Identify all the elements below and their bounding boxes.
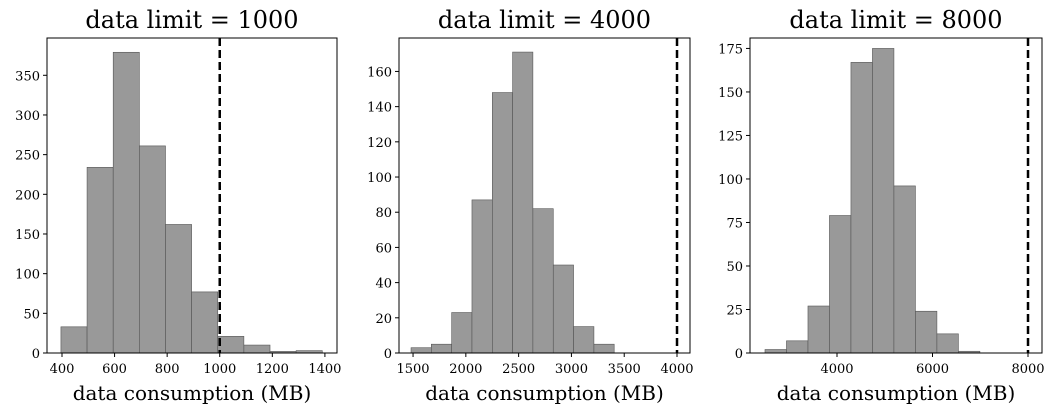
y-tick-label: 160 — [367, 65, 392, 80]
x-tick-label: 1500 — [396, 362, 429, 377]
y-tick-label: 100 — [367, 171, 392, 186]
axes-frame — [398, 37, 691, 354]
bar — [915, 310, 938, 354]
x-tick-label: 3500 — [608, 362, 641, 377]
x-axis-label: data consumption (MB) — [425, 381, 664, 405]
x-tick-label: 3000 — [555, 362, 588, 377]
y-tick-label: 50 — [726, 260, 743, 275]
bar — [492, 92, 513, 354]
x-tick-label: 2500 — [502, 362, 535, 377]
y-tick-label: 0 — [32, 347, 40, 362]
bar — [552, 264, 574, 354]
bar — [593, 343, 615, 354]
x-tick-label: 4000 — [820, 362, 853, 377]
bar — [191, 291, 219, 354]
y-tick-label: 40 — [375, 277, 392, 292]
y-tick-label: 50 — [23, 307, 40, 322]
y-tick-label: 250 — [15, 149, 40, 164]
bar — [850, 62, 873, 354]
y-tick-label: 0 — [384, 347, 392, 362]
y-tick-label: 140 — [367, 101, 392, 116]
y-tick-label: 80 — [375, 206, 392, 221]
bar — [893, 185, 916, 354]
bar — [165, 224, 192, 354]
x-tick-label: 600 — [102, 362, 127, 377]
chart-title: data limit = 1000 — [85, 6, 298, 34]
x-tick-label: 400 — [50, 362, 75, 377]
y-tick-label: 350 — [15, 69, 40, 84]
x-tick-label: 1000 — [203, 362, 236, 377]
y-tick-label: 0 — [735, 347, 743, 362]
x-tick-label: 2000 — [449, 362, 482, 377]
chart-title: data limit = 4000 — [438, 6, 651, 34]
bar — [410, 347, 432, 354]
bar — [807, 305, 830, 354]
bar — [243, 344, 271, 354]
x-axis-label: data consumption (MB) — [777, 381, 1016, 405]
bar — [764, 349, 787, 354]
y-tick-label: 150 — [15, 228, 40, 243]
bar — [512, 51, 534, 354]
axes-frame — [46, 37, 338, 354]
y-tick-label: 200 — [15, 188, 40, 203]
bar — [872, 48, 895, 354]
y-tick-label: 75 — [726, 216, 743, 231]
y-tick-label: 150 — [718, 86, 743, 101]
axes-frame — [749, 37, 1043, 354]
bar — [217, 336, 245, 354]
bar — [829, 215, 852, 354]
bar — [451, 312, 473, 354]
bar — [139, 145, 166, 354]
y-tick-label: 20 — [375, 312, 392, 327]
x-tick-label: 800 — [155, 362, 180, 377]
y-tick-label: 100 — [15, 268, 40, 283]
y-tick-label: 300 — [15, 109, 40, 124]
x-axis-label: data consumption (MB) — [73, 381, 312, 405]
bar — [86, 167, 114, 354]
bar — [532, 208, 554, 354]
bar — [786, 340, 809, 354]
x-tick-label: 4000 — [660, 362, 693, 377]
y-tick-label: 125 — [718, 129, 743, 144]
bar — [431, 343, 452, 354]
bar — [112, 51, 140, 354]
x-tick-label: 1200 — [256, 362, 289, 377]
bar — [936, 333, 959, 354]
x-tick-label: 8000 — [1011, 362, 1044, 377]
y-tick-label: 120 — [367, 136, 392, 151]
bar — [60, 326, 88, 354]
bar — [573, 326, 595, 354]
x-tick-label: 1400 — [308, 362, 341, 377]
y-tick-label: 25 — [726, 303, 743, 318]
y-tick-label: 175 — [718, 42, 743, 57]
x-tick-label: 6000 — [916, 362, 949, 377]
chart-title: data limit = 8000 — [789, 6, 1002, 34]
bar — [471, 199, 493, 354]
y-tick-label: 60 — [375, 241, 392, 256]
y-tick-label: 100 — [718, 173, 743, 188]
